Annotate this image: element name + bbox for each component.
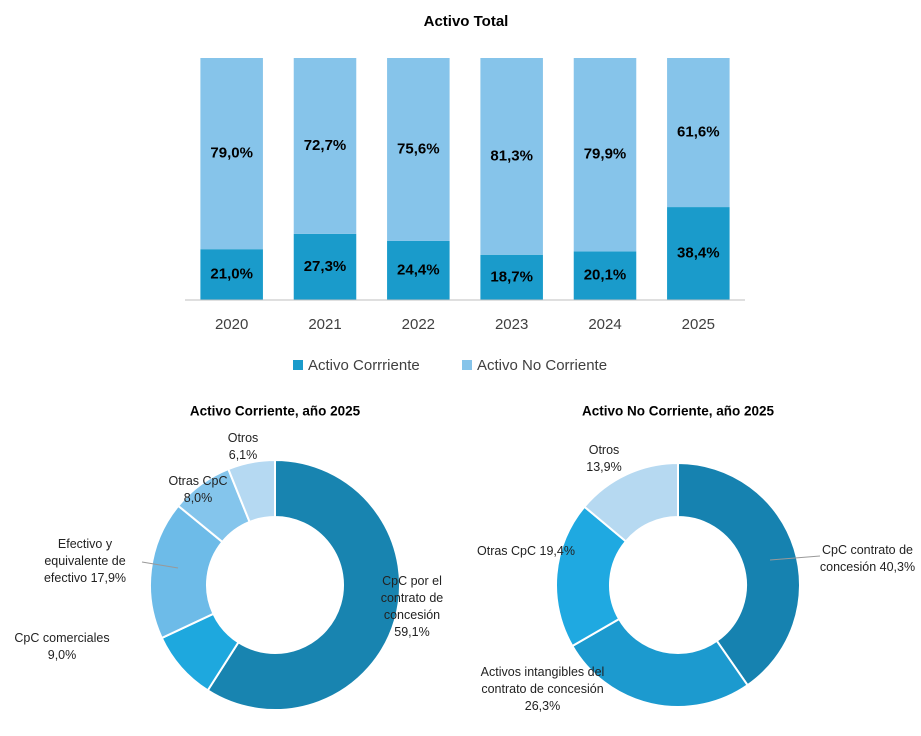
slice-name: Efectivo y equivalente de efectivo [43,537,126,585]
bar-segment [387,240,450,300]
x-tick-label: 2023 [495,316,528,333]
donut-slice [206,458,401,711]
bar-segment [387,58,450,241]
slice-label: Otras CpC 8,0% [158,473,238,507]
slice-value: 19,4% [539,544,575,558]
slice-label: Activos intangibles del contrato de conc… [480,664,605,715]
slice-value: 8,0% [183,491,213,505]
slice-label: CpC por el contrato de concesión 59,1% [362,573,462,641]
data-label: 81,3% [490,147,533,164]
legend-label: Activo Corrriente [308,357,420,374]
slice-label: Efectivo y equivalente de efectivo 17,9% [30,536,140,587]
slice-name: CpC por el contrato de concesión [380,574,444,622]
slice-label: CpC comerciales 9,0% [2,630,122,664]
slice-label: Otros 13,9% [564,442,644,476]
slice-name: Otras CpC [477,544,537,558]
slice-name: CpC comerciales [14,631,110,645]
bar-segment [480,254,543,300]
bar-segment [667,58,730,208]
slice-name: CpC contrato de concesión [819,543,914,574]
data-label: 21,0% [210,266,253,283]
data-label: 75,6% [397,140,440,157]
x-tick-label: 2025 [682,316,715,333]
leader-line [769,555,821,561]
slice-value: 59,1% [394,625,430,639]
chart-title: Activo No Corriente, año 2025 [582,404,775,419]
bar-segment [200,58,263,250]
x-tick-label: 2024 [588,316,621,333]
legend-swatch [462,360,472,370]
slice-value: 26,3% [524,699,561,713]
slice-label: Otros 6,1% [213,430,273,464]
donut-slice [583,461,679,543]
data-label: 27,3% [304,258,347,275]
x-tick-label: 2020 [215,316,248,333]
legend-swatch [293,360,303,370]
data-label: 79,9% [584,146,627,163]
slice-name: Otras CpC [168,474,228,488]
chart-title: Activo Corriente, año 2025 [190,404,361,419]
slice-value: 9,0% [47,648,77,662]
legend-label: Activo No Corriente [477,357,607,374]
bar-segment [573,58,637,252]
bar-segment [293,58,357,234]
donut-slice [677,461,801,687]
data-label: 79,0% [210,145,253,162]
bar-segment [667,207,730,300]
leader-line [141,561,179,569]
slice-value: 40,3% [879,560,916,574]
donut-slice [570,617,749,708]
donut-slice [226,458,276,524]
chart-title: Activo Total [424,13,509,30]
bar-segment [573,251,637,300]
slice-value: 17,9% [90,571,127,585]
slice-value: 6,1% [228,448,258,462]
bar-segment [480,58,543,255]
slice-value: 13,9% [586,460,622,474]
slice-name: Activos intangibles del contrato de conc… [480,665,605,696]
data-label: 20,1% [584,267,627,284]
data-label: 38,4% [677,245,720,262]
bar-segment [200,249,263,300]
x-tick-label: 2022 [402,316,435,333]
slice-name: Otros [588,443,620,457]
slice-name: Otros [227,431,259,445]
x-tick-label: 2021 [308,316,341,333]
data-label: 61,6% [677,124,720,141]
data-label: 72,7% [304,137,347,154]
slice-label: Otras CpC 19,4% [466,543,586,560]
data-label: 24,4% [397,261,440,278]
data-label: 18,7% [490,268,533,285]
bar-segment [293,233,357,300]
slice-label: CpC contrato de concesión 40,3% [810,542,921,576]
